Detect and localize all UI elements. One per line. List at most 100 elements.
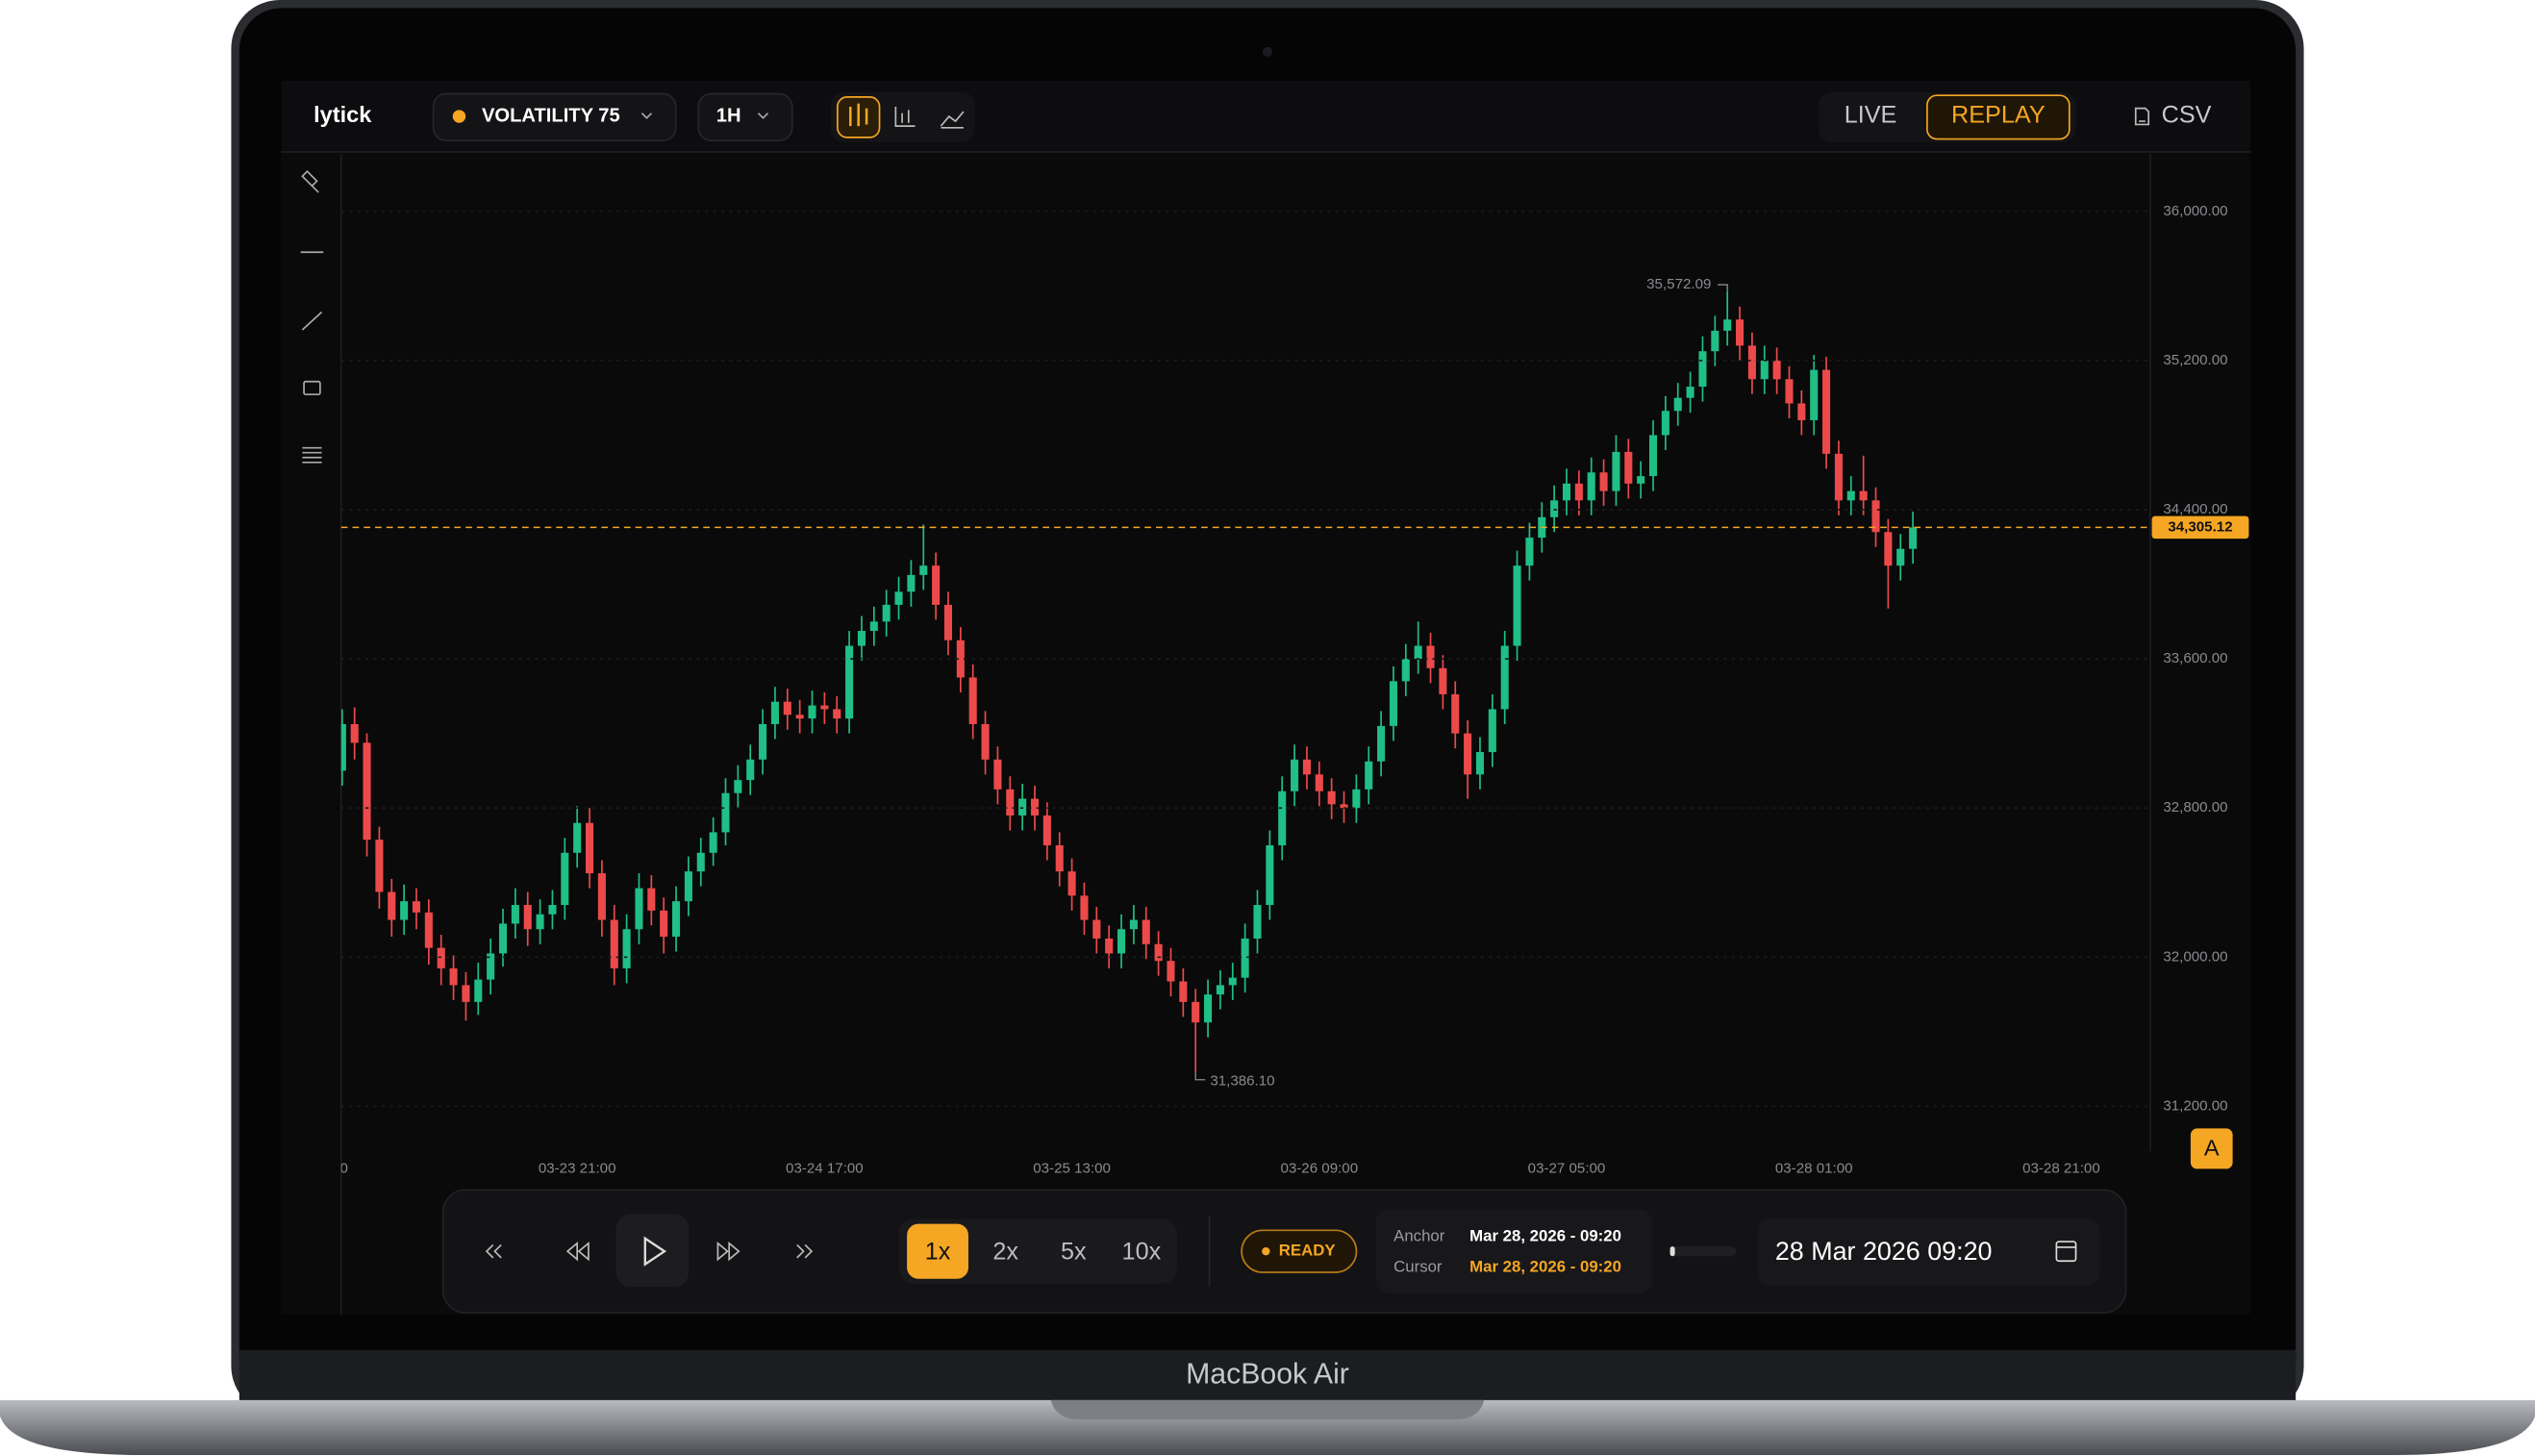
candle-body bbox=[684, 871, 692, 902]
candle-body bbox=[1747, 345, 1756, 380]
candle-body bbox=[487, 953, 495, 980]
candle-body bbox=[1909, 527, 1918, 549]
candle-body bbox=[1661, 411, 1669, 436]
candle-body bbox=[1797, 403, 1806, 420]
candle-body bbox=[981, 723, 990, 760]
candle-body bbox=[660, 910, 668, 937]
candle-body bbox=[597, 873, 606, 920]
cursor-label: Cursor bbox=[1393, 1257, 1443, 1275]
candle-body bbox=[1030, 798, 1040, 816]
calendar-icon[interactable] bbox=[2055, 1241, 2077, 1263]
x-tick-label: 03-28 21:00 bbox=[2022, 1160, 2100, 1176]
icon bbox=[849, 103, 868, 127]
candle-body bbox=[1129, 919, 1138, 930]
speed-active bbox=[907, 1223, 968, 1279]
high-annotation: 35,572.09 bbox=[1646, 276, 1711, 292]
candle-body bbox=[548, 905, 557, 915]
candle-body bbox=[1167, 961, 1175, 982]
candle-body bbox=[759, 723, 767, 760]
candle-body bbox=[993, 759, 1002, 790]
y-tick-label: 32,000.00 bbox=[2163, 948, 2227, 965]
candle-body bbox=[1896, 548, 1905, 566]
candle-body bbox=[1624, 451, 1633, 484]
candle-body bbox=[561, 852, 569, 906]
date-input[interactable] bbox=[1757, 1218, 2100, 1286]
symbol-select[interactable] bbox=[432, 92, 677, 142]
candle-body bbox=[968, 677, 977, 724]
candle-body bbox=[1253, 905, 1262, 939]
candle-body bbox=[340, 723, 346, 771]
candle-body bbox=[1216, 985, 1224, 995]
candle-body bbox=[523, 905, 532, 930]
candle-body bbox=[1871, 500, 1880, 533]
play-button[interactable] bbox=[615, 1214, 690, 1288]
candle-body bbox=[1401, 659, 1410, 682]
candle-body bbox=[1822, 369, 1831, 454]
speed-button[interactable]: 1x bbox=[925, 1239, 951, 1266]
tool-rect[interactable] bbox=[303, 380, 321, 396]
candle-body bbox=[1117, 929, 1126, 954]
bar-type-button[interactable] bbox=[894, 106, 916, 127]
candle-body bbox=[894, 591, 903, 605]
candle-body bbox=[622, 929, 631, 968]
candle-body bbox=[808, 705, 816, 719]
last-price-tag bbox=[2151, 515, 2249, 540]
symbol: VOLATILITY 75 bbox=[482, 105, 620, 126]
x-tick-label: 03-28 01:00 bbox=[1775, 1160, 1853, 1176]
candle-body bbox=[1291, 759, 1299, 791]
candle-body bbox=[573, 822, 582, 853]
y-tick-label: 36,000.00 bbox=[2163, 203, 2227, 219]
x-tick-label: 03-26 09:00 bbox=[1280, 1160, 1358, 1176]
candle-body bbox=[1760, 360, 1769, 380]
tool-wrench[interactable] bbox=[301, 170, 319, 193]
chin bbox=[238, 1349, 2297, 1402]
candle-body bbox=[1426, 645, 1435, 668]
csv-button[interactable]: CSV bbox=[2162, 102, 2212, 129]
live-button[interactable]: LIVE bbox=[1845, 102, 1897, 129]
speed-button[interactable]: 5x bbox=[1061, 1239, 1087, 1266]
step-forward[interactable] bbox=[716, 1241, 740, 1262]
skip-end[interactable] bbox=[796, 1243, 814, 1259]
cursor-time: Mar 28, 2026 - 09:20 bbox=[1469, 1257, 1621, 1275]
skip-start[interactable] bbox=[485, 1243, 502, 1259]
candle-body bbox=[1006, 789, 1015, 816]
candle-body bbox=[1055, 844, 1064, 872]
candle-body bbox=[1464, 733, 1472, 775]
line-type-button[interactable] bbox=[940, 111, 965, 129]
laptop-base bbox=[0, 1399, 2535, 1455]
candle-body bbox=[1711, 330, 1719, 352]
candle-body bbox=[1686, 387, 1694, 398]
auto-scale-button[interactable] bbox=[2190, 1128, 2233, 1169]
tool-fib[interactable] bbox=[302, 446, 322, 464]
timeframe-select[interactable] bbox=[697, 92, 793, 142]
slider-thumb[interactable] bbox=[1669, 1246, 1675, 1257]
replay-button[interactable] bbox=[1926, 94, 2071, 140]
y-tick-label: 33,600.00 bbox=[2163, 650, 2227, 666]
candle-body bbox=[795, 715, 804, 719]
candle-body bbox=[1154, 943, 1163, 962]
candle-body bbox=[412, 901, 421, 913]
high-marker bbox=[1718, 284, 1728, 291]
tool-trend[interactable] bbox=[301, 311, 323, 331]
slider[interactable] bbox=[1669, 1246, 1737, 1257]
speed-button[interactable]: 2x bbox=[992, 1239, 1018, 1266]
candle-body bbox=[462, 985, 470, 1002]
candle-body bbox=[635, 888, 643, 930]
speed-button[interactable]: 10x bbox=[1122, 1239, 1162, 1266]
candle-body bbox=[474, 979, 483, 1002]
step-back[interactable] bbox=[565, 1241, 590, 1262]
candle-body bbox=[1377, 725, 1386, 762]
candle-body bbox=[1550, 500, 1559, 517]
x-tick-label: 03-27 05:00 bbox=[1528, 1160, 1606, 1176]
status-dot bbox=[1262, 1246, 1270, 1256]
candle-body bbox=[770, 701, 779, 724]
play-icon bbox=[643, 1236, 667, 1267]
candle-body bbox=[943, 604, 953, 640]
anchor-time: Mar 28, 2026 - 09:20 bbox=[1469, 1226, 1621, 1244]
candle-body bbox=[1772, 360, 1781, 380]
status: READY bbox=[1279, 1242, 1336, 1260]
candle-body bbox=[388, 891, 396, 920]
candle-body bbox=[1241, 938, 1249, 978]
candle-body bbox=[783, 701, 791, 715]
